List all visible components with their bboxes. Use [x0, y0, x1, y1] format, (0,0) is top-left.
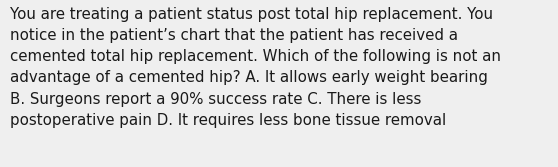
Text: You are treating a patient status post total hip replacement. You
notice in the : You are treating a patient status post t…: [10, 7, 501, 128]
